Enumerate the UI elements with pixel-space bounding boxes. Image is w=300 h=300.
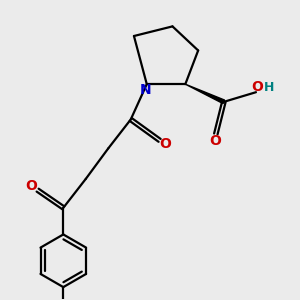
Text: O: O	[25, 179, 37, 193]
Text: O: O	[160, 136, 171, 151]
Text: H: H	[264, 81, 274, 94]
Text: O: O	[209, 134, 221, 148]
Text: N: N	[140, 83, 151, 97]
Text: O: O	[252, 80, 263, 94]
Polygon shape	[185, 84, 225, 104]
